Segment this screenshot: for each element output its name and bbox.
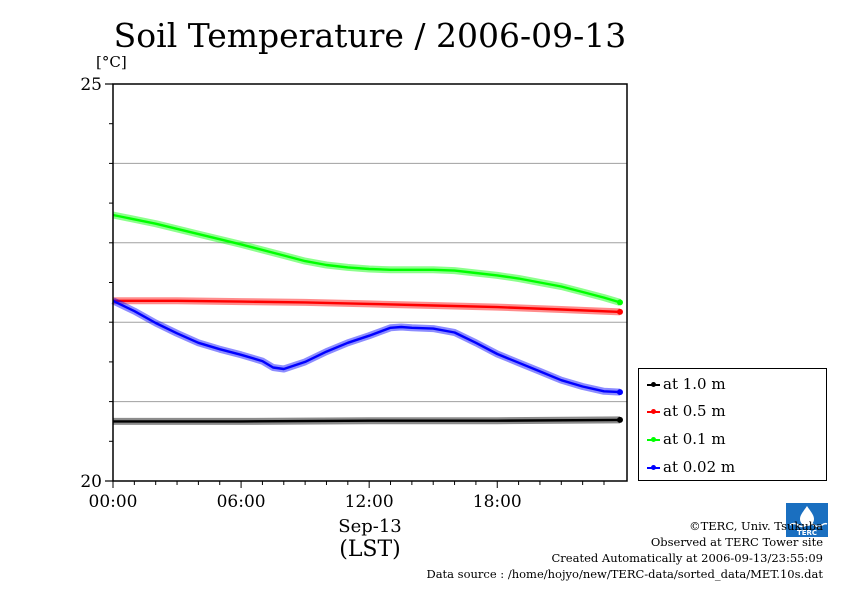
x-tick-label-1: 06:00 (217, 492, 266, 512)
series-end-point-2 (617, 299, 623, 306)
legend-label-01m: at 0.1 m (663, 430, 726, 448)
series-line-1 (113, 299, 621, 314)
series-band-1 (113, 297, 621, 316)
legend-item-01m: at 0.1 m (647, 429, 726, 449)
y-tick-label-0: 20 (80, 472, 102, 492)
chart-title: Soil Temperature / 2006-09-13 (113, 16, 627, 55)
x-tick-label-2: 12:00 (345, 492, 394, 512)
legend-label-1m: at 1.0 m (663, 375, 726, 393)
series-layer (111, 211, 623, 425)
series-line-3 (112, 299, 621, 394)
terc-logo: TERC (786, 503, 828, 537)
legend-item-05m: at 0.5 m (647, 401, 726, 421)
credit-created: Created Automatically at 2006-09-13/23:5… (551, 551, 824, 565)
legend-swatch-05m (647, 409, 660, 414)
credits-block: ©TERC, Univ. Tsukuba Observed at TERC To… (426, 518, 823, 582)
axis-ticks: 20 25 00:00 06:00 12:00 18:00 (80, 75, 605, 512)
credit-source: Data source : /home/hojyo/new/TERC-data/… (426, 567, 823, 581)
grid-lines (113, 162, 627, 403)
legend-swatch-002m (647, 465, 660, 470)
x-axis-timezone: (LST) (339, 537, 401, 562)
series-end-point-0 (617, 416, 623, 423)
legend-swatch-1m (647, 382, 660, 387)
x-tick-label-0: 00:00 (89, 492, 138, 512)
x-tick-label-3: 18:00 (473, 492, 522, 512)
legend-item-1m: at 1.0 m (647, 374, 726, 394)
legend-item-002m: at 0.02 m (647, 457, 735, 477)
y-axis-unit: [°C] (96, 53, 127, 71)
legend-label-05m: at 0.5 m (663, 402, 726, 420)
legend-label-002m: at 0.02 m (663, 458, 736, 476)
series-line-2 (112, 213, 621, 304)
credit-site: Observed at TERC Tower site (650, 535, 823, 549)
credit-copyright: ©TERC, Univ. Tsukuba (689, 519, 823, 533)
series-end-point-1 (617, 308, 623, 315)
series-line-0 (113, 418, 621, 423)
logo-text: TERC (797, 529, 817, 537)
series-end-point-3 (617, 389, 623, 396)
x-axis-label: Sep-13 (338, 516, 402, 537)
series-band-2 (112, 211, 622, 306)
series-band-3 (111, 297, 621, 396)
legend: at 1.0 m at 0.5 m at 0.1 m at 0.02 m (638, 368, 827, 481)
y-tick-label-1: 25 (80, 75, 102, 95)
legend-swatch-01m (647, 437, 660, 442)
